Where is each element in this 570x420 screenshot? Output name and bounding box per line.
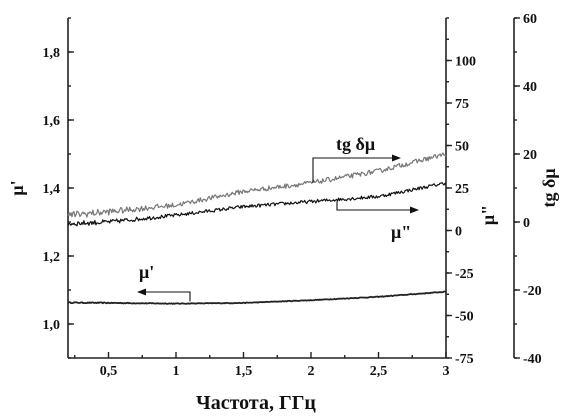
annotations-group: tg δμ μ" μ': [137, 134, 419, 302]
arrow-head: [392, 154, 401, 162]
right-inner-tick-label: -50: [455, 310, 474, 325]
arrow-head: [137, 288, 146, 296]
series-line: [67, 290, 447, 305]
x-tick-label: 1,5: [235, 364, 253, 379]
right-outer-tick-label: 40: [523, 80, 537, 95]
annotation-label: tg δμ: [336, 134, 375, 154]
right-outer-tick-label: 20: [523, 148, 537, 163]
axes-group: 0,5 1 1,5 2 2,5 3 1,0 1,2 1,4 1,6 1,8 -75 -50 -25 0 25 5…: [43, 12, 542, 379]
right-inner-tick-label: 0: [455, 225, 462, 240]
left-tick-label: 1,0: [43, 318, 61, 333]
arrow-head: [410, 206, 419, 214]
x-tick-label: 0,5: [100, 364, 118, 379]
right-inner-tick-label: 75: [455, 97, 469, 112]
annotation-label: μ": [391, 222, 411, 242]
series-line: [67, 182, 447, 227]
right-outer-tick-label: 0: [523, 216, 530, 231]
right-inner-tick-label: -25: [455, 267, 474, 282]
axis-titles-group: Частота, ГГц μ' μ" tg δμ: [7, 168, 559, 414]
annotation-arrow: [146, 291, 191, 302]
right-inner-axis-title: μ": [478, 205, 498, 225]
right-inner-tick-label: 100: [455, 55, 476, 70]
left-tick-label: 1,8: [43, 46, 61, 61]
right-outer-tick-label: -20: [523, 284, 542, 299]
left-axis-title: μ': [7, 180, 27, 195]
x-tick-label: 2: [308, 364, 315, 379]
x-tick-label: 2,5: [370, 364, 388, 379]
x-axis-title: Частота, ГГц: [196, 392, 316, 414]
right-inner-tick-label: 50: [455, 140, 469, 155]
annotation-arrow: [312, 157, 392, 183]
annotation-label: μ': [139, 262, 154, 282]
x-tick-label: 3: [443, 364, 450, 379]
right-inner-tick-label: -75: [455, 352, 474, 367]
left-tick-label: 1,2: [43, 250, 61, 265]
right-outer-tick-label: -40: [523, 352, 542, 367]
left-tick-label: 1,4: [43, 182, 61, 197]
right-outer-axis-title: tg δμ: [539, 168, 559, 207]
right-outer-tick-label: 60: [523, 12, 537, 27]
series-line: [67, 152, 447, 218]
series-group: [67, 152, 447, 305]
x-tick-label: 1: [173, 364, 180, 379]
right-inner-tick-label: 25: [455, 182, 469, 197]
annotation-arrow: [336, 201, 410, 211]
left-tick-label: 1,6: [43, 114, 61, 129]
